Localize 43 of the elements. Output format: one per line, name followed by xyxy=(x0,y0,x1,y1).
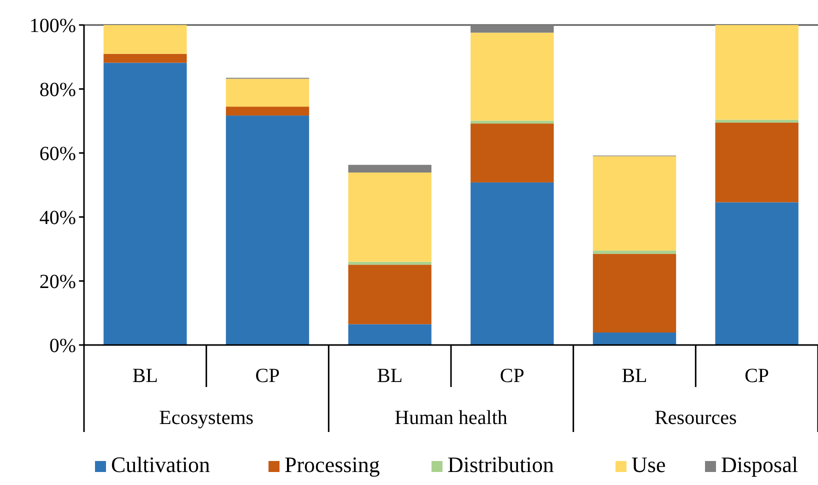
x-tick-label: BL xyxy=(622,365,648,387)
bar xyxy=(470,25,554,33)
y-tick-label: 20% xyxy=(39,271,76,293)
bar xyxy=(104,25,187,54)
bar xyxy=(470,120,554,124)
y-tick-label: 80% xyxy=(39,79,76,101)
bar xyxy=(226,106,310,116)
y-tick-label: 0% xyxy=(49,335,76,357)
bar xyxy=(470,124,554,182)
y-tick-label: 60% xyxy=(39,143,76,165)
bar xyxy=(348,264,432,324)
bar xyxy=(348,164,432,173)
bar xyxy=(470,32,554,121)
bar xyxy=(348,324,432,345)
x-tick-label: CP xyxy=(500,365,524,387)
text: Ecosystems xyxy=(159,407,254,429)
y-tick-label: 40% xyxy=(39,207,76,229)
bar xyxy=(104,62,187,345)
legend-label: Use xyxy=(632,452,666,477)
legend-label: Cultivation xyxy=(111,452,210,477)
y-tick-label: 100% xyxy=(29,15,76,37)
text: Resources xyxy=(654,407,737,429)
bar xyxy=(226,116,310,345)
bar xyxy=(592,254,676,333)
bar xyxy=(226,78,310,107)
bar xyxy=(592,332,676,345)
x-tick-label: BL xyxy=(377,365,403,387)
legend-label: Disposal xyxy=(721,452,798,477)
x-tick-label: BL xyxy=(132,365,158,387)
bar xyxy=(470,182,554,345)
bar xyxy=(348,172,432,262)
bar xyxy=(592,156,676,251)
bar xyxy=(104,54,187,63)
bar xyxy=(592,250,676,254)
bar xyxy=(715,122,798,202)
bar xyxy=(715,25,798,120)
bar xyxy=(715,120,798,123)
text: Human health xyxy=(394,407,508,429)
x-tick-label: CP xyxy=(255,365,280,387)
legend-label: Distribution xyxy=(448,452,554,477)
legend-label: Processing xyxy=(284,452,380,477)
bar xyxy=(715,202,798,345)
x-tick-label: CP xyxy=(744,365,770,387)
